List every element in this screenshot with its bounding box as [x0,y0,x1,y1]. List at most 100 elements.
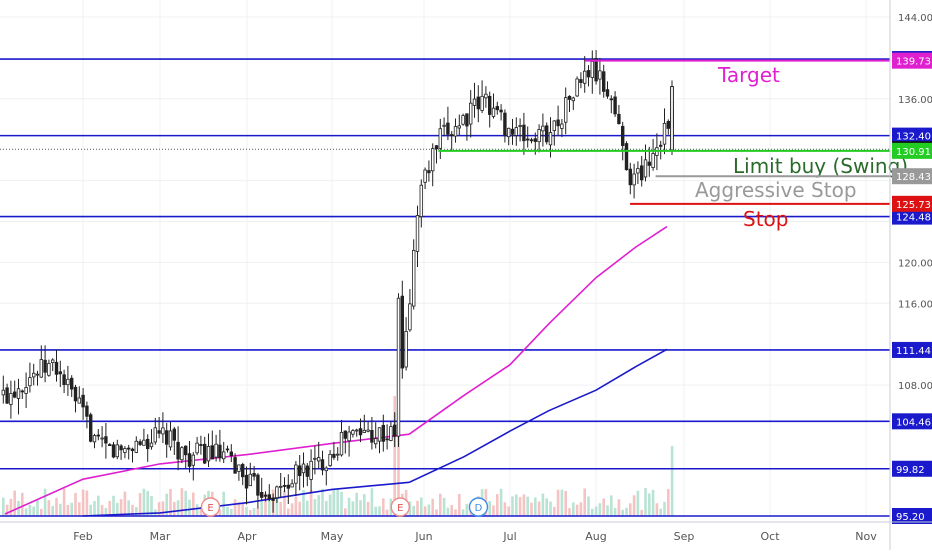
volume-bar [279,502,282,516]
volume-bar [602,498,605,516]
time-axis[interactable]: Feb Mar Apr May Jun Jul Aug Sep Oct Nov [0,521,932,543]
candle-body [24,387,28,394]
x-tick-label: Feb [73,530,92,543]
trade-annotations: Target Limit buy (Swing)Aggressive Stop St… [438,59,908,231]
volume-bar [583,488,586,516]
candle-body [548,132,553,146]
volume-bar [446,507,450,516]
volume-bar [59,503,62,516]
volume-bar [78,502,81,516]
candle-body [480,95,484,111]
price-label-bg [892,341,932,358]
candle-body [32,372,36,378]
volume-bar [47,500,51,516]
volume-bar [66,504,70,516]
volume-bar [81,489,85,516]
volume-bar [302,490,305,516]
candle-body [324,467,328,472]
volume-bar [275,495,279,516]
candle-body [81,394,85,408]
volume-bar [344,508,347,516]
candle-body [301,463,306,474]
candle-body [514,127,518,136]
candle-body [267,494,271,500]
candle-body [484,93,488,99]
candle-body [123,448,127,453]
candle-body [62,374,66,385]
y-tick-label: 144.00 [898,13,932,24]
candle-body [259,492,264,498]
volume-bar [431,498,434,516]
volume-bar [36,499,39,516]
price-label-bg [892,508,932,524]
candle-body [54,361,59,375]
volume-bar [351,501,355,516]
candle-body [560,123,564,129]
volume-bar [245,506,248,516]
volume-bar [598,503,602,516]
candle-body [670,86,674,151]
volume-bar [199,506,203,516]
candle-body [134,440,138,453]
volume-bar [503,502,507,516]
volume-bar [70,502,73,516]
volume-bar [397,396,400,516]
candle-body [442,124,446,127]
volume-bar [621,509,624,516]
price-axis[interactable]: 139.89132.40124.48111.44104.4699.8295.20… [889,0,932,550]
price-label: 95.20 [896,512,925,523]
stop-label-bg [892,195,932,212]
candle-body [556,119,560,127]
volume-bar [347,497,351,516]
candle-body [457,125,461,129]
x-tick-label: Mar [150,530,171,543]
volume-bar [416,500,419,516]
candle-body [510,128,515,135]
candle-body [347,431,351,442]
volume-bar [241,503,244,516]
volume-bar [142,488,146,516]
volume-bar [51,505,54,516]
candle-body [594,58,598,82]
x-tick-label: Apr [237,530,257,543]
price-label: 124.48 [896,213,931,224]
candle-body [149,442,154,448]
candle-body [130,448,135,452]
volume-bar [640,509,643,516]
candle-body [640,165,644,181]
volume-bar [366,501,370,516]
volume-bar [511,496,514,516]
candle-body [9,393,13,405]
volume-bar [180,488,184,516]
aggressive-stop-text: Aggressive Stop [695,178,857,202]
candle-body [252,473,256,477]
candle-body [142,439,146,446]
volume-bar [260,500,263,516]
volume-bar [636,490,640,516]
candle-body [598,70,602,80]
volume-bar [515,494,518,516]
x-tick-label: Sep [674,530,695,543]
candle-body [70,377,74,390]
volume-bar [594,506,598,516]
candle-body [571,97,575,102]
candle-body [400,295,404,369]
volume-bar [572,502,575,516]
volume-bar [62,488,66,516]
candle-body [233,457,237,474]
candle-body [183,445,188,456]
volume-bar [579,502,583,516]
candle-body [240,464,245,478]
volume-bar [13,490,16,516]
candle-body [43,359,47,373]
y-tick-label: 108.00 [898,381,932,392]
candle-body [282,485,287,487]
candle-body [434,145,439,150]
volume-bar [587,496,590,516]
volume-bar [249,509,252,516]
candle-body [373,438,378,445]
volume-bar [252,508,256,516]
candle-body [647,161,651,166]
